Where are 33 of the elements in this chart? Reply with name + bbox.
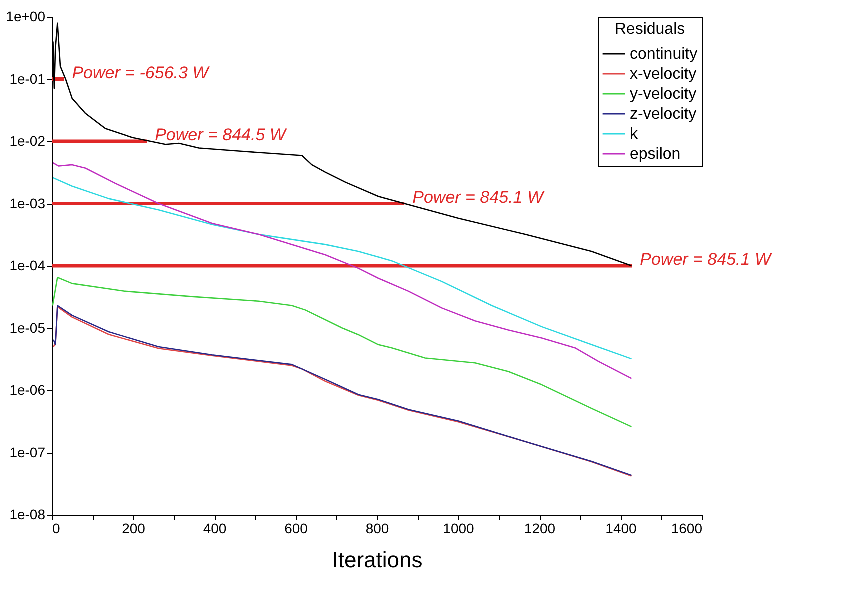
legend-label: k bbox=[630, 126, 639, 143]
y-tick-label: 1e-07 bbox=[10, 444, 46, 460]
annotation: Power = -656.3 W bbox=[72, 63, 211, 82]
line-series bbox=[52, 162, 632, 380]
x-tick-label: 800 bbox=[366, 520, 390, 536]
line-series bbox=[52, 177, 632, 360]
x-tick-label: 200 bbox=[122, 520, 146, 536]
x-tick-label: 1000 bbox=[443, 520, 475, 536]
legend-label: y-velocity bbox=[630, 86, 697, 103]
x-axis-title: Iterations bbox=[332, 548, 423, 572]
y-tick-label: 1e-01 bbox=[10, 70, 46, 87]
y-tick-label: 1e-05 bbox=[10, 320, 46, 336]
legend-label: continuity bbox=[630, 46, 698, 63]
line-series bbox=[52, 276, 632, 428]
x-tick-label: 400 bbox=[203, 520, 227, 536]
legend-label: z-velocity bbox=[630, 106, 697, 123]
legend-label: epsilon bbox=[630, 146, 681, 163]
x-tick-label: 1600 bbox=[671, 520, 703, 536]
y-tick-label: 1e-02 bbox=[10, 133, 46, 149]
x-tick-label: 600 bbox=[284, 520, 308, 536]
legend-title: Residuals bbox=[614, 21, 686, 38]
y-tick-label: 1e-08 bbox=[10, 506, 46, 522]
annotation: Power = 845.1 W bbox=[640, 250, 773, 269]
y-tick-label: 1e-06 bbox=[10, 382, 46, 398]
x-tick-label: 1200 bbox=[524, 520, 556, 536]
y-tick-label: 1e+00 bbox=[6, 8, 46, 24]
x-tick-label: 0 bbox=[52, 520, 60, 536]
y-tick-label: 1e-04 bbox=[10, 258, 46, 274]
y-tick-label: 1e-03 bbox=[10, 195, 46, 212]
annotation: Power = 845.1 W bbox=[412, 188, 546, 207]
x-tick-label: 1400 bbox=[606, 520, 638, 536]
annotation: Power = 844.5 W bbox=[155, 126, 288, 144]
legend-label: x-velocity bbox=[630, 66, 697, 83]
